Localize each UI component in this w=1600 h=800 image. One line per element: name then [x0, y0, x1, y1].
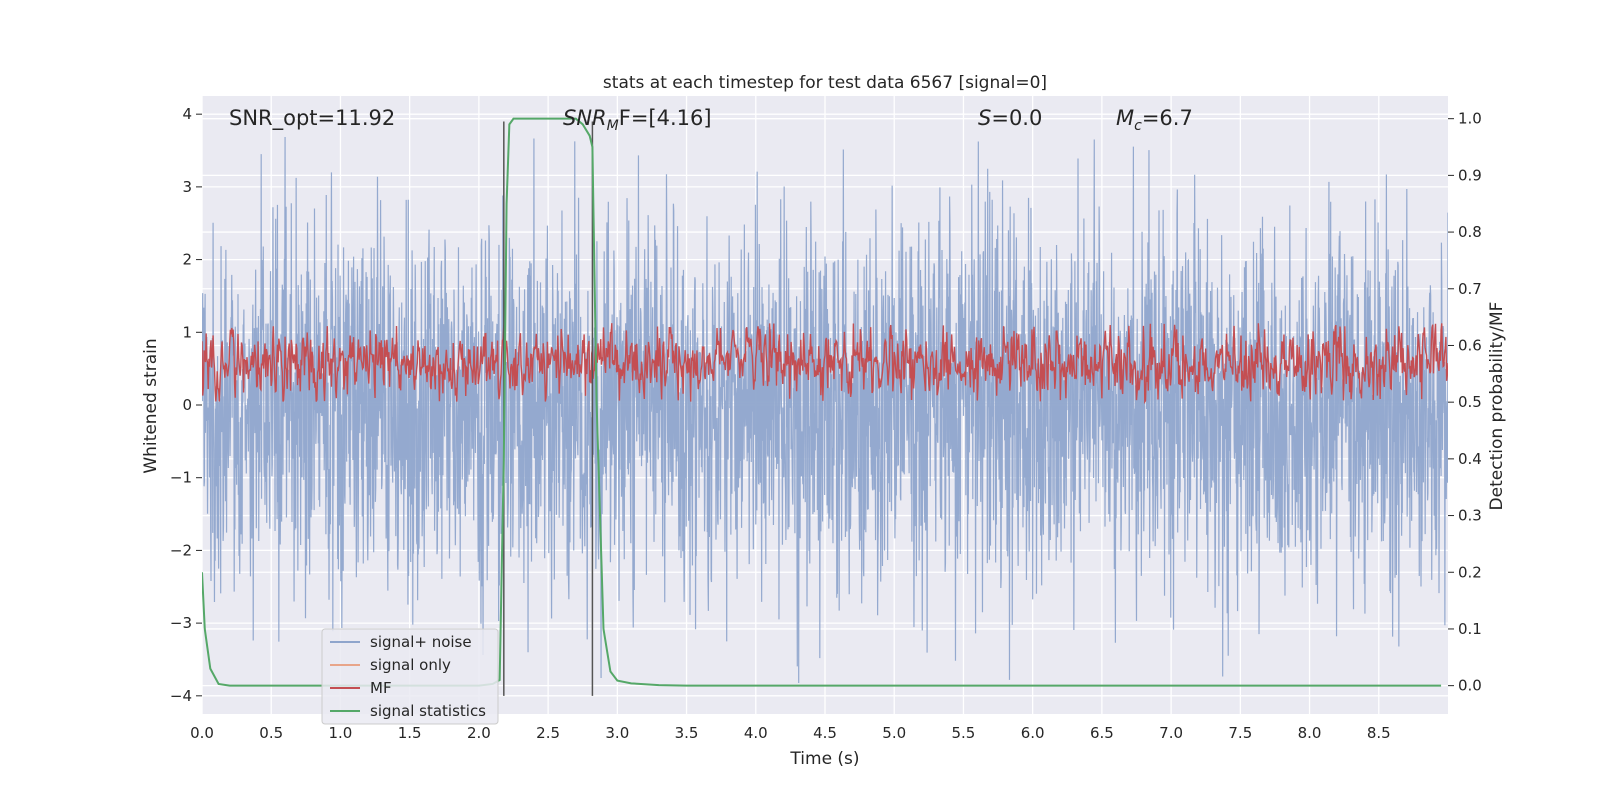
snr-mf-rest: F=[4.16]	[619, 106, 712, 130]
y-tick-label: 2	[182, 251, 192, 269]
x-tick-label: 7.5	[1228, 724, 1252, 742]
y-tick-label: 4	[182, 105, 192, 123]
mf-series	[202, 323, 1448, 405]
x-tick-label: 6.0	[1021, 724, 1045, 742]
legend-label-signal-statistics: signal statistics	[370, 702, 486, 720]
signal-statistics-series	[202, 117, 1442, 687]
s-rest: =0.0	[991, 106, 1042, 130]
x-tick-label: 1.5	[398, 724, 422, 742]
x-axis-ticks: 0.0 0.5 1.0 1.5 2.0 2.5 3.0 3.5 4.0 4.5 5.0 5.5 6.0 6…	[190, 724, 1391, 742]
legend-box	[321, 628, 499, 725]
y-right-tick-label: 0.9	[1458, 166, 1482, 184]
y-right-tick-label: 0.3	[1458, 507, 1482, 525]
x-tick-label: 7.0	[1159, 724, 1183, 742]
y-right-tick-label: 0.4	[1458, 450, 1482, 468]
x-tick-label: 4.0	[744, 724, 768, 742]
y-right-tick-label: 1.0	[1458, 110, 1482, 128]
legend-label-signal-noise: signal+ noise	[370, 633, 472, 651]
legend-label-signal-only: signal only	[370, 656, 451, 674]
x-tick-label: 4.5	[813, 724, 837, 742]
y-axis-label: Whitened strain	[141, 338, 161, 473]
y-right-axis-label: Detection probability/MF	[1487, 302, 1507, 511]
y-right-axis-ticks: 0.0 0.1 0.2 0.3 0.4 0.5 0.6 0.7 0.8 0.9 1.0	[1448, 110, 1482, 695]
y-tick-label: 3	[182, 178, 192, 196]
y-tick-label: −4	[170, 687, 192, 705]
y-tick-label: −2	[170, 541, 192, 559]
y-tick-label: −3	[170, 614, 192, 632]
y-tick-label: 1	[182, 323, 192, 341]
x-tick-label: 3.5	[675, 724, 699, 742]
snr-mf-symbol: SNR	[563, 106, 607, 130]
x-tick-label: 8.0	[1298, 724, 1322, 742]
x-tick-label: 0.5	[259, 724, 283, 742]
y-right-tick-label: 0.6	[1458, 336, 1482, 354]
x-tick-label: 2.5	[536, 724, 560, 742]
snr-mf-subscript: M	[607, 118, 619, 134]
s-symbol: S	[978, 106, 991, 130]
x-tick-label: 0.0	[190, 724, 214, 742]
legend: signal+ noise signal only MF signal stat…	[321, 628, 499, 725]
signal-noise-line	[202, 137, 1448, 683]
x-axis-label: Time (s)	[789, 749, 859, 769]
y-tick-label: −1	[170, 469, 192, 487]
y-tick-label: 0	[182, 396, 192, 414]
y-right-tick-label: 0.7	[1458, 280, 1482, 298]
x-tick-label: 2.0	[467, 724, 491, 742]
mc-rest: =6.7	[1142, 106, 1193, 130]
mf-line	[202, 323, 1448, 405]
y-right-tick-label: 0.0	[1458, 677, 1482, 695]
chart-title: stats at each timestep for test data 656…	[603, 73, 1047, 93]
legend-label-mf: MF	[370, 679, 392, 697]
y-right-tick-label: 0.5	[1458, 393, 1482, 411]
snr-mf-annotation: SNRMF=[4.16]	[563, 106, 712, 134]
signal-statistics-line	[202, 117, 1442, 687]
y-axis-ticks: −4 −3 −2 −1 0 1 2 3 4	[170, 105, 202, 705]
x-tick-label: 5.0	[882, 724, 906, 742]
y-right-tick-label: 0.8	[1458, 223, 1482, 241]
y-right-tick-label: 0.2	[1458, 563, 1482, 581]
snr-opt-annotation: SNR_opt=11.92	[229, 106, 395, 131]
s-annotation: S=0.0	[978, 106, 1042, 130]
mc-annotation: Mc=6.7	[1116, 106, 1193, 134]
mc-subscript: c	[1134, 118, 1142, 134]
x-tick-label: 5.5	[952, 724, 976, 742]
x-tick-label: 1.0	[329, 724, 353, 742]
mc-symbol: M	[1116, 106, 1134, 130]
x-tick-label: 3.0	[605, 724, 629, 742]
signal-noise-series	[202, 137, 1448, 683]
x-tick-label: 6.5	[1090, 724, 1114, 742]
y-right-tick-label: 0.1	[1458, 620, 1482, 638]
x-tick-label: 8.5	[1367, 724, 1391, 742]
